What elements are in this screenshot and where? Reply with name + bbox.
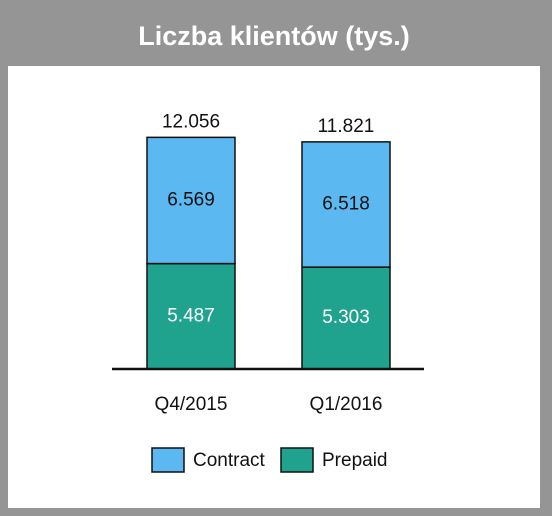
value-label: 5.487	[167, 305, 215, 326]
bar-segment	[146, 136, 236, 265]
bar-segment	[301, 141, 391, 268]
legend-swatch	[151, 447, 185, 473]
legend-label: Prepaid	[322, 450, 388, 471]
bar-segment	[146, 262, 236, 370]
x-tick-label: Q4/2015	[155, 394, 228, 415]
panel	[8, 66, 540, 508]
bar-segment	[301, 266, 391, 370]
value-label: 6.518	[322, 194, 370, 215]
total-label: 12.056	[162, 111, 220, 132]
value-label: 6.569	[167, 189, 215, 210]
x-tick-label: Q1/2016	[310, 394, 383, 415]
chart-title: Liczba klientów (tys.)	[138, 21, 410, 51]
total-label: 11.821	[318, 116, 375, 137]
legend-label: Contract	[193, 450, 266, 471]
value-label: 5.303	[322, 307, 370, 328]
legend-swatch	[280, 447, 314, 473]
